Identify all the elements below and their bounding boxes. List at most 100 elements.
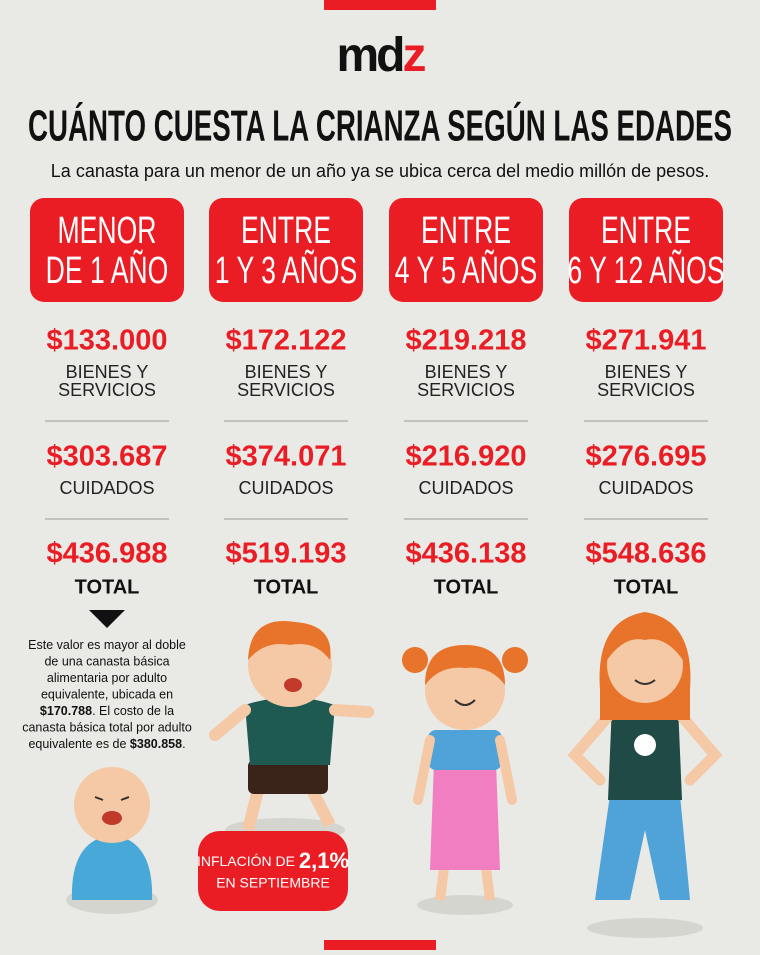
pants	[595, 795, 690, 900]
care-amount: $303.687	[47, 441, 168, 473]
smile	[454, 699, 476, 706]
note-text: de una canasta básica	[44, 655, 169, 669]
flower	[634, 734, 656, 756]
goods-amount: $219.218	[406, 325, 527, 357]
goods-label: SERVICIOS	[237, 380, 335, 400]
note: Este valor es mayor al doble de una canas…	[22, 638, 192, 751]
mouth	[284, 678, 302, 692]
total-label: TOTAL	[434, 576, 499, 598]
note-text: .	[182, 737, 185, 751]
care-label: CUIDADOS	[418, 478, 513, 498]
note-text: Este valor es mayor al doble	[28, 638, 186, 652]
shirt	[428, 730, 502, 770]
heading-line-group: DE 1 AÑO	[46, 248, 169, 291]
care-amount: $216.920	[406, 441, 527, 473]
heading-line: DE 1 AÑO	[46, 248, 169, 291]
goods-label: BIENES Y	[245, 362, 328, 382]
note-line: $170.788. El costo de la	[40, 704, 174, 718]
heading-line-group: 6 Y 12 AÑOS	[567, 248, 724, 291]
goods-label: SERVICIOS	[58, 380, 156, 400]
eyes	[94, 796, 130, 801]
logo-main: md	[337, 29, 404, 82]
badge-text: INFLACIÓN DE	[197, 853, 299, 869]
care-amount: $276.695	[586, 441, 707, 473]
goods-label: BIENES Y	[605, 362, 688, 382]
goods-label: BIENES Y	[66, 362, 149, 382]
care-label: CUIDADOS	[598, 478, 693, 498]
care-amount: $374.071	[226, 441, 347, 473]
badge-line-2: EN SEPTIEMBRE	[216, 875, 330, 891]
total-amount: $436.988	[47, 538, 168, 570]
heading-line: ENTRE	[601, 208, 691, 251]
note-line: alimentaria por adulto	[47, 671, 167, 685]
shadow	[587, 918, 703, 938]
note-amount: $380.858	[130, 737, 182, 751]
heading-line-group: 1 Y 3 AÑOS	[215, 248, 357, 291]
heading-line: MENOR	[58, 208, 157, 251]
heading-box	[389, 198, 543, 302]
head	[425, 650, 505, 730]
legs	[242, 787, 336, 832]
title: CUÁNTO CUESTA LA CRIANZA SEGÚN LAS EDADE…	[28, 101, 732, 151]
heading-box	[209, 198, 363, 302]
older-girl-illustration	[567, 612, 723, 938]
arms	[567, 706, 723, 786]
head	[74, 767, 150, 843]
heading-line-group: ENTRE	[601, 208, 691, 251]
body	[71, 835, 153, 900]
heading-line-group: ENTRE	[241, 208, 331, 251]
arms	[413, 735, 517, 805]
arms	[209, 704, 374, 741]
note-text: canasta básica total por adulto	[22, 721, 192, 735]
note-line: Este valor es mayor al doble	[28, 638, 186, 652]
logo: mdz	[337, 29, 426, 82]
goods-amount: $271.941	[586, 325, 707, 357]
note-text: alimentaria por adulto	[47, 671, 167, 685]
heading-line-group: ENTRE	[421, 208, 511, 251]
arrow	[89, 610, 125, 628]
logo-accent: z	[403, 29, 426, 82]
badge-box	[198, 831, 348, 911]
goods-amount: $133.000	[47, 325, 168, 357]
pigtail	[402, 647, 428, 673]
note-text: equivalente es de	[28, 737, 129, 751]
note-amount: $170.788	[40, 704, 92, 718]
heading-box	[30, 198, 184, 302]
care-label: CUIDADOS	[238, 478, 333, 498]
shorts	[248, 760, 328, 794]
bottom-bar	[324, 940, 436, 950]
shadow	[417, 895, 513, 915]
hair	[425, 645, 505, 685]
goods-label: SERVICIOS	[597, 380, 695, 400]
baby-illustration	[66, 767, 158, 914]
head	[607, 627, 683, 703]
note-line: canasta básica total por adulto	[22, 721, 192, 735]
heading-line: 6 Y 12 AÑOS	[567, 248, 724, 291]
girl-illustration	[402, 645, 528, 915]
care-label: CUIDADOS	[59, 478, 154, 498]
badge-value: 2,1%	[299, 848, 349, 873]
total-amount: $436.138	[406, 538, 527, 570]
heading-line: ENTRE	[241, 208, 331, 251]
bangs	[607, 621, 683, 660]
smile	[634, 679, 656, 685]
note-text: equivalente, ubicada en	[41, 688, 173, 702]
total-amount: $548.636	[586, 538, 707, 570]
goods-amount: $172.122	[226, 325, 347, 357]
heading-line: 1 Y 3 AÑOS	[215, 248, 357, 291]
total-label: TOTAL	[75, 576, 140, 598]
top-bar	[324, 0, 436, 10]
subtitle: La canasta para un menor de un año ya se…	[51, 161, 709, 181]
heading-line: ENTRE	[421, 208, 511, 251]
goods-label: BIENES Y	[425, 362, 508, 382]
note-line: equivalente es de $380.858.	[28, 737, 185, 751]
note-line: equivalente, ubicada en	[41, 688, 173, 702]
note-line: de una canasta básica	[44, 655, 169, 669]
heading-box	[569, 198, 723, 302]
goods-label: SERVICIOS	[417, 380, 515, 400]
total-amount: $519.193	[226, 538, 347, 570]
shirt	[245, 697, 335, 765]
